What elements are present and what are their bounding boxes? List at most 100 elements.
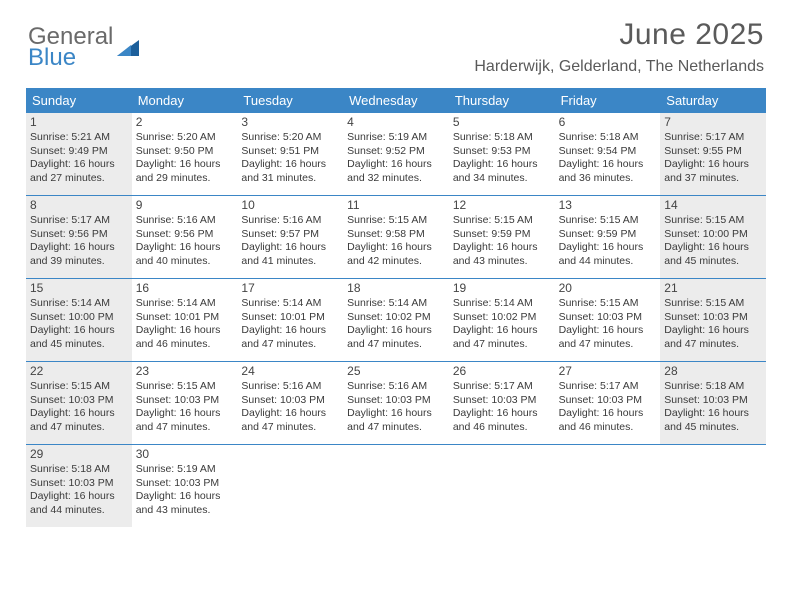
week-row: 1Sunrise: 5:21 AMSunset: 9:49 PMDaylight… (26, 113, 766, 196)
day-sunset: Sunset: 10:03 PM (30, 477, 128, 490)
day-day1: Daylight: 16 hours (559, 158, 657, 171)
day-cell: 14Sunrise: 5:15 AMSunset: 10:00 PMDaylig… (660, 196, 766, 278)
day-day2: and 42 minutes. (347, 255, 445, 268)
day-sunset: Sunset: 10:03 PM (453, 394, 551, 407)
day-cell: 1Sunrise: 5:21 AMSunset: 9:49 PMDaylight… (26, 113, 132, 195)
day-sunset: Sunset: 9:50 PM (136, 145, 234, 158)
day-number: 17 (241, 281, 339, 296)
day-sunset: Sunset: 10:02 PM (347, 311, 445, 324)
day-number: 25 (347, 364, 445, 379)
day-day2: and 34 minutes. (453, 172, 551, 185)
day-day2: and 47 minutes. (136, 421, 234, 434)
day-day2: and 29 minutes. (136, 172, 234, 185)
day-number: 3 (241, 115, 339, 130)
day-header-thu: Thursday (449, 88, 555, 113)
day-cell: 12Sunrise: 5:15 AMSunset: 9:59 PMDayligh… (449, 196, 555, 278)
day-sunrise: Sunrise: 5:14 AM (136, 297, 234, 310)
calendar: Sunday Monday Tuesday Wednesday Thursday… (26, 88, 766, 527)
day-cell: 9Sunrise: 5:16 AMSunset: 9:56 PMDaylight… (132, 196, 238, 278)
day-day2: and 37 minutes. (664, 172, 762, 185)
day-day2: and 39 minutes. (30, 255, 128, 268)
day-day1: Daylight: 16 hours (664, 407, 762, 420)
day-cell: 19Sunrise: 5:14 AMSunset: 10:02 PMDaylig… (449, 279, 555, 361)
day-sunset: Sunset: 10:03 PM (559, 394, 657, 407)
day-number: 1 (30, 115, 128, 130)
day-day2: and 45 minutes. (664, 255, 762, 268)
day-cell: 29Sunrise: 5:18 AMSunset: 10:03 PMDaylig… (26, 445, 132, 527)
day-day2: and 47 minutes. (347, 338, 445, 351)
day-sunset: Sunset: 10:03 PM (664, 394, 762, 407)
day-sunrise: Sunrise: 5:15 AM (453, 214, 551, 227)
day-day1: Daylight: 16 hours (559, 407, 657, 420)
day-day2: and 47 minutes. (453, 338, 551, 351)
week-row: 22Sunrise: 5:15 AMSunset: 10:03 PMDaylig… (26, 362, 766, 445)
day-day1: Daylight: 16 hours (347, 158, 445, 171)
day-day1: Daylight: 16 hours (30, 158, 128, 171)
day-day2: and 46 minutes. (453, 421, 551, 434)
day-cell: 23Sunrise: 5:15 AMSunset: 10:03 PMDaylig… (132, 362, 238, 444)
day-cell: 11Sunrise: 5:15 AMSunset: 9:58 PMDayligh… (343, 196, 449, 278)
day-sunrise: Sunrise: 5:18 AM (30, 463, 128, 476)
day-day2: and 45 minutes. (664, 421, 762, 434)
day-header-row: Sunday Monday Tuesday Wednesday Thursday… (26, 88, 766, 113)
day-cell (660, 445, 766, 527)
day-day1: Daylight: 16 hours (241, 324, 339, 337)
day-sunset: Sunset: 9:53 PM (453, 145, 551, 158)
day-day1: Daylight: 16 hours (453, 324, 551, 337)
day-day1: Daylight: 16 hours (664, 324, 762, 337)
day-number: 27 (559, 364, 657, 379)
day-day2: and 43 minutes. (453, 255, 551, 268)
day-sunrise: Sunrise: 5:18 AM (664, 380, 762, 393)
day-day1: Daylight: 16 hours (453, 241, 551, 254)
day-number: 20 (559, 281, 657, 296)
day-sunset: Sunset: 10:03 PM (136, 477, 234, 490)
day-number: 6 (559, 115, 657, 130)
day-day1: Daylight: 16 hours (453, 407, 551, 420)
day-day2: and 44 minutes. (30, 504, 128, 517)
day-sunrise: Sunrise: 5:18 AM (453, 131, 551, 144)
day-sunset: Sunset: 9:58 PM (347, 228, 445, 241)
day-cell: 22Sunrise: 5:15 AMSunset: 10:03 PMDaylig… (26, 362, 132, 444)
logo-triangle-icon (117, 38, 139, 58)
logo: General Blue (28, 24, 139, 70)
day-cell: 27Sunrise: 5:17 AMSunset: 10:03 PMDaylig… (555, 362, 661, 444)
day-sunrise: Sunrise: 5:15 AM (664, 214, 762, 227)
day-day2: and 46 minutes. (559, 421, 657, 434)
day-sunset: Sunset: 9:49 PM (30, 145, 128, 158)
day-sunset: Sunset: 9:59 PM (559, 228, 657, 241)
day-sunrise: Sunrise: 5:19 AM (136, 463, 234, 476)
day-number: 18 (347, 281, 445, 296)
day-day2: and 45 minutes. (30, 338, 128, 351)
day-sunset: Sunset: 9:52 PM (347, 145, 445, 158)
day-day2: and 40 minutes. (136, 255, 234, 268)
day-number: 13 (559, 198, 657, 213)
day-cell: 13Sunrise: 5:15 AMSunset: 9:59 PMDayligh… (555, 196, 661, 278)
day-number: 21 (664, 281, 762, 296)
day-sunrise: Sunrise: 5:17 AM (664, 131, 762, 144)
day-sunrise: Sunrise: 5:20 AM (136, 131, 234, 144)
day-sunrise: Sunrise: 5:16 AM (136, 214, 234, 227)
day-day2: and 46 minutes. (136, 338, 234, 351)
day-sunrise: Sunrise: 5:16 AM (241, 214, 339, 227)
day-day1: Daylight: 16 hours (136, 241, 234, 254)
day-sunset: Sunset: 10:03 PM (347, 394, 445, 407)
day-number: 22 (30, 364, 128, 379)
day-sunset: Sunset: 9:56 PM (30, 228, 128, 241)
day-day2: and 27 minutes. (30, 172, 128, 185)
day-sunrise: Sunrise: 5:16 AM (347, 380, 445, 393)
day-day2: and 41 minutes. (241, 255, 339, 268)
day-header-tue: Tuesday (237, 88, 343, 113)
day-cell: 20Sunrise: 5:15 AMSunset: 10:03 PMDaylig… (555, 279, 661, 361)
day-number: 10 (241, 198, 339, 213)
day-number: 11 (347, 198, 445, 213)
day-number: 12 (453, 198, 551, 213)
day-number: 8 (30, 198, 128, 213)
day-cell (237, 445, 343, 527)
day-number: 14 (664, 198, 762, 213)
day-cell: 10Sunrise: 5:16 AMSunset: 9:57 PMDayligh… (237, 196, 343, 278)
day-day2: and 47 minutes. (559, 338, 657, 351)
day-day1: Daylight: 16 hours (347, 241, 445, 254)
day-sunset: Sunset: 9:55 PM (664, 145, 762, 158)
day-day1: Daylight: 16 hours (664, 158, 762, 171)
day-day1: Daylight: 16 hours (30, 407, 128, 420)
